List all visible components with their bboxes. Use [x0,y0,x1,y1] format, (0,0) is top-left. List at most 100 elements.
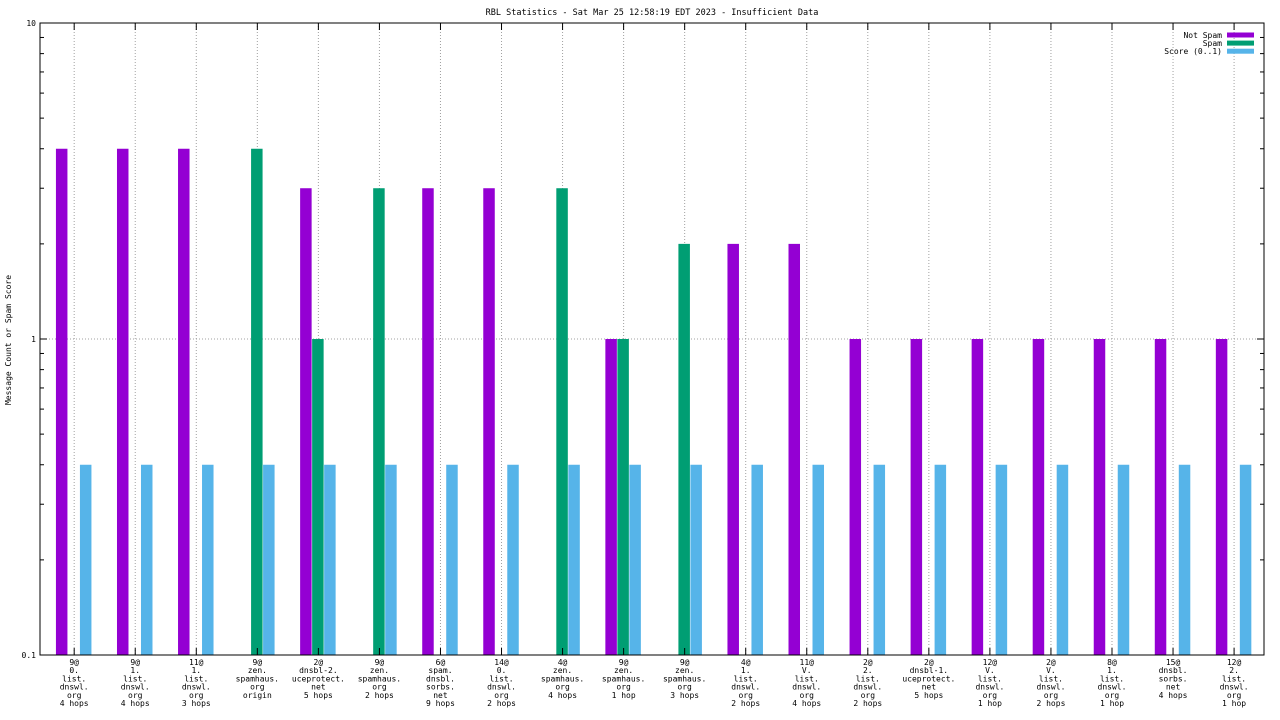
x-tick-label-line: 9@ [375,658,385,667]
x-tick-label-line: 9@ [69,658,79,667]
bar-not-spam [1093,339,1106,655]
x-tick-label-line: org [677,683,692,692]
bar-score-0-1 [690,464,702,655]
x-tick-label-line: 2@ [1046,658,1056,667]
x-tick-label-line: list. [123,674,147,683]
x-tick-label-line: V. [1046,666,1056,675]
x-tick-label-line: 6@ [436,658,446,667]
bar-not-spam [1215,339,1228,655]
x-tick-label: 4@ zen. spamhaus. org 4 hops [541,658,584,700]
x-tick-label-line: list. [795,674,819,683]
x-tick-label: 2@ 2. list. dnswl. org 2 hops [853,658,882,708]
x-tick-label-line: V. [802,666,812,675]
x-tick-label-line: 4 hops [548,691,577,700]
x-tick-label-line: 0. [69,666,79,675]
x-tick-label-line: 9@ [130,658,140,667]
x-tick-label-line: 2@ [924,658,934,667]
x-tick-label: 11@ V. list. dnswl. org 4 hops [792,658,821,708]
x-tick-label: 2@ dnsbl-2. uceprotect. net 5 hops [292,658,345,700]
x-tick-label-line: org [128,691,143,700]
y-axis-label: Message Count or Spam Score [4,275,13,405]
x-tick-label-line: 3 hops [670,691,699,700]
x-tick-label-line: dnsbl-1. [910,666,949,675]
bar-not-spam [971,339,984,655]
bar-score-0-1 [751,464,763,655]
x-tick-label-line: zen. [675,666,694,675]
x-tick-label-line: 2 hops [1036,699,1065,708]
x-tick-label-line: net [433,691,448,700]
x-tick-label-line: org [616,683,631,692]
bar-score-0-1 [385,464,397,655]
x-tick-label-line: 15@ [1166,658,1181,667]
x-tick-label-line: list. [978,674,1002,683]
x-tick-label-line: net [1166,683,1181,692]
x-tick-label-line: org [1044,691,1059,700]
axis-ticks [40,23,1264,656]
x-tick-label-line: 4@ [741,658,751,667]
bar-spam [556,188,568,656]
x-tick-label-line: zen. [614,666,633,675]
x-tick-label-line: org [1227,691,1242,700]
x-tick-label: 9@ zen. spamhaus. org origin [236,658,279,700]
x-tick-label-line: 1 hop [612,691,636,700]
x-tick-label-line: 1. [130,666,140,675]
x-tick-label-line: uceprotect. [292,674,345,683]
x-tick-label: 15@ dnsbl. sorbs. net 4 hops [1159,658,1188,700]
bar-not-spam [483,188,495,656]
legend-label: Spam [1203,39,1222,48]
x-tick-label-line: dnswl. [182,683,211,692]
x-tick-label-line: 4 hops [121,699,150,708]
x-tick-label-line: 9@ [619,658,629,667]
x-tick-label-line: spamhaus. [663,674,706,683]
x-tick-label-line: 9@ [680,658,690,667]
x-tick-label-line: dnsbl-2. [299,666,338,675]
x-tick-label-line: 2. [1229,666,1239,675]
x-tick-label-line: zen. [248,666,267,675]
x-tick-label-line: 2@ [314,658,324,667]
bar-not-spam [849,339,862,655]
x-tick-label-line: org [250,683,265,692]
x-tick-label-line: 0. [497,666,507,675]
x-tick-label-line: V. [985,666,995,675]
x-tick-label-line: 1 hop [1100,699,1124,708]
x-tick-label-line: 1. [191,666,201,675]
bar-score-0-1 [79,464,92,655]
x-tick-label: 9@ 1. list. dnswl. org 4 hops [121,658,150,708]
bar-spam [617,339,629,655]
x-tick-label: 2@ V. list. dnswl. org 2 hops [1036,658,1065,708]
legend-swatch [1227,40,1254,46]
bar-score-0-1 [446,464,458,655]
x-tick-label-line: sorbs. [426,683,455,692]
bar-not-spam [788,243,801,656]
x-tick-label-line: 4@ [558,658,568,667]
x-tick-label-line: list. [62,674,86,683]
y-tick-label: 10 [26,19,36,28]
bar-spam [373,188,385,656]
bar-score-0-1 [140,464,153,655]
bar-not-spam [1032,339,1045,655]
bar-spam [312,339,324,655]
x-tick-label-line: org [67,691,82,700]
x-tick-label: 2@ dnsbl-1. uceprotect. net 5 hops [902,658,955,700]
grid-lines [40,23,1264,655]
x-tick-label-line: dnswl. [1036,683,1065,692]
x-tick-label-line: org [1105,691,1120,700]
bar-score-0-1 [812,464,825,655]
x-tick-label-line: 5 hops [914,691,943,700]
x-tick-label-line: dnsbl. [1159,666,1188,675]
bar-score-0-1 [1117,464,1130,655]
bar-score-0-1 [568,464,580,655]
x-tick-label-line: 8@ [1107,658,1117,667]
x-tick-label-line: 12@ [1227,658,1242,667]
x-tick-label-line: 11@ [800,658,815,667]
x-tick-label-line: dnswl. [853,683,882,692]
bar-not-spam [727,243,739,656]
x-tick-label-line: 9 hops [426,699,455,708]
x-tick-label-line: zen. [553,666,572,675]
x-tick-label-line: spam. [428,666,452,675]
x-tick-label-line: 4 hops [792,699,821,708]
x-tick-label-line: spamhaus. [602,674,645,683]
x-tick-label-line: dnswl. [60,683,89,692]
x-tick-label-line: sorbs. [1159,674,1188,683]
